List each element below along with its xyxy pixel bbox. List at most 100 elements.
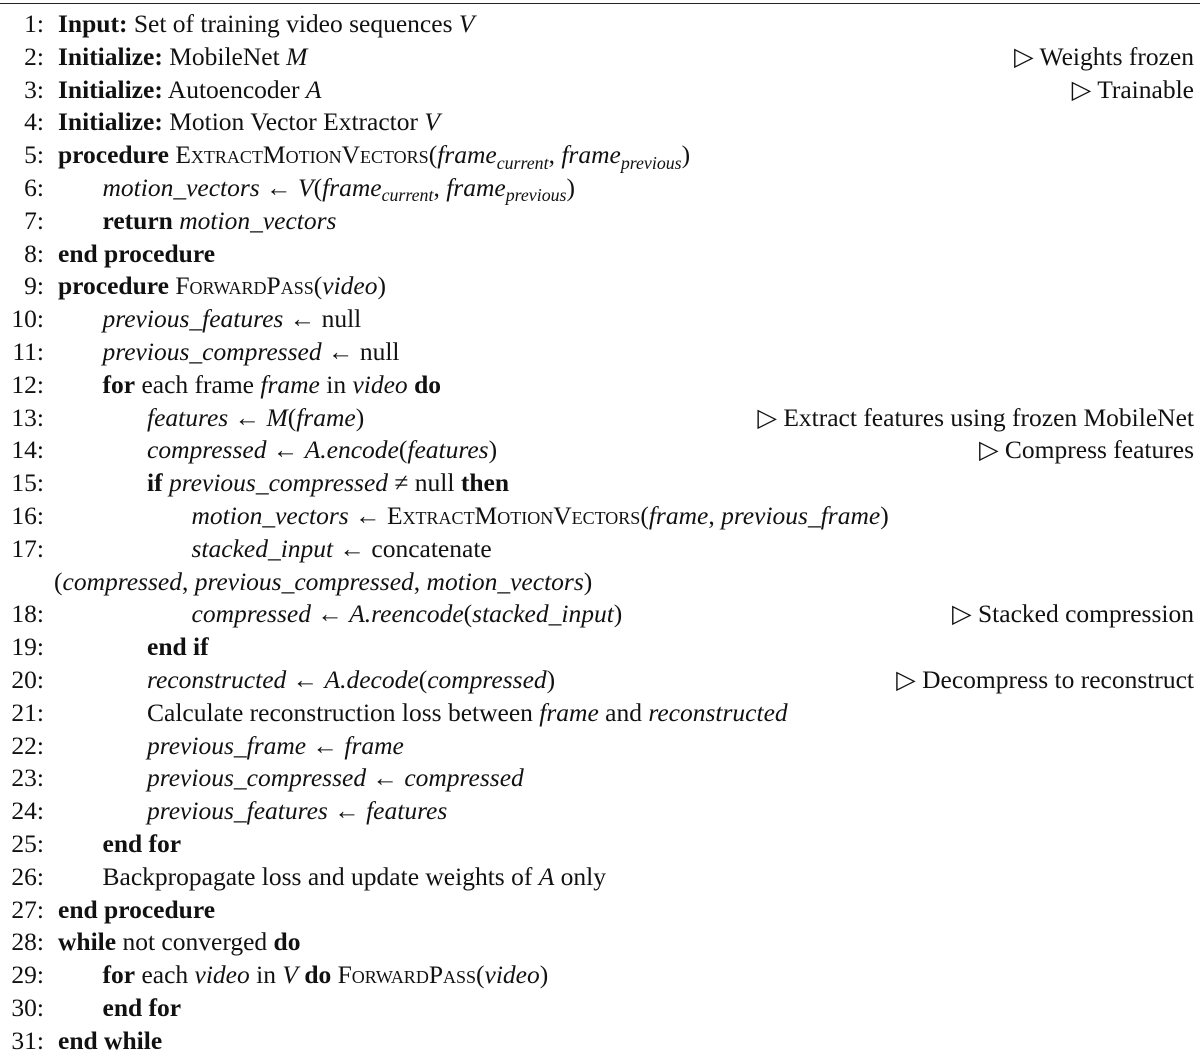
algorithm-line: 9: procedure ForwardPass(video): [0, 270, 1200, 303]
line-number: 4:: [24, 107, 44, 137]
line-text: for each frame frame in video do: [102, 369, 442, 399]
line-text: motion_vectors ← ExtractMotionVectors(fr…: [191, 500, 889, 530]
algorithm-line: (compressed, previous_compressed, motion…: [0, 566, 1200, 599]
line-number: 28:: [11, 927, 44, 957]
algorithm-line: 15: if previous_compressed ≠ null then: [0, 467, 1200, 500]
line-text: previous_frame ← frame: [147, 730, 404, 760]
algorithm-line: 29: for each video in V do ForwardPass(vi…: [0, 959, 1200, 992]
line-text: features ← M(frame): [147, 402, 365, 432]
algorithm-line: 14: compressed ← A.encode(features) ▷ Comp…: [0, 434, 1200, 467]
line-text: Initialize: Motion Vector Extractor V: [58, 107, 440, 137]
algorithm-line: 11: previous_compressed ← null: [0, 336, 1200, 369]
line-number: 22:: [11, 730, 44, 760]
line-number: 14:: [11, 435, 44, 465]
line-number: 24:: [11, 796, 44, 826]
algorithm-block: 1: Input: Set of training video sequences…: [0, 8, 1200, 1058]
line-number: 31:: [11, 1025, 44, 1055]
line-number: 3:: [24, 74, 44, 104]
line-comment: ▷ Trainable: [1071, 74, 1194, 104]
line-text: previous_compressed ← null: [102, 336, 400, 366]
algorithm-line: 8: end procedure: [0, 238, 1200, 271]
line-text: previous_features ← features: [147, 796, 448, 826]
algorithm-line: 31: end while: [0, 1025, 1200, 1058]
line-number: 6:: [24, 172, 44, 202]
line-comment: ▷ Decompress to reconstruct: [896, 664, 1194, 694]
algorithm-line: 4: Initialize: Motion Vector Extractor V: [0, 106, 1200, 139]
algorithm-line: 6: motion_vectors ← V(framecurrent, frame…: [0, 172, 1200, 205]
line-number: 5:: [24, 140, 44, 170]
algorithm-line: 30: end for: [0, 992, 1200, 1025]
algorithm-line: 7: return motion_vectors: [0, 205, 1200, 238]
algorithm-line: 22: previous_frame ← frame: [0, 730, 1200, 763]
algorithm-line: 2: Initialize: MobileNet M ▷ Weights froze…: [0, 41, 1200, 74]
line-number: 11:: [12, 336, 44, 366]
line-number: 10:: [11, 304, 44, 334]
line-text: end if: [147, 632, 209, 662]
line-number: 30:: [11, 992, 44, 1022]
algorithm-line: 10: previous_features ← null: [0, 303, 1200, 336]
line-text: procedure ForwardPass(video): [58, 271, 386, 301]
line-comment: ▷ Extract features using frozen MobileNe…: [757, 402, 1194, 432]
algorithm-line: 1: Input: Set of training video sequences…: [0, 8, 1200, 41]
line-number: 16:: [11, 500, 44, 530]
line-text: compressed ← A.encode(features): [147, 435, 498, 465]
line-text: reconstructed ← A.decode(compressed): [147, 664, 556, 694]
line-text: previous_compressed ← compressed: [147, 763, 524, 793]
line-text: Initialize: MobileNet M: [58, 41, 308, 71]
line-number: 2:: [24, 41, 44, 71]
line-number: 8:: [24, 238, 44, 268]
line-text: Input: Set of training video sequences V: [58, 9, 475, 38]
line-text: for each video in V do ForwardPass(video…: [102, 960, 549, 990]
line-text: while not converged do: [58, 927, 301, 957]
algorithm-line: 23: previous_compressed ← compressed: [0, 762, 1200, 795]
line-comment: ▷ Compress features: [978, 435, 1194, 465]
line-text: compressed ← A.reencode(stacked_input): [191, 599, 623, 629]
line-number: 29:: [11, 960, 44, 990]
line-text: previous_features ← null: [102, 304, 362, 334]
line-text: end while: [58, 1025, 163, 1055]
algorithm-line: 20: reconstructed ← A.decode(compressed) ▷…: [0, 664, 1200, 697]
top-rule: [0, 3, 1200, 4]
line-number: 19:: [11, 632, 44, 662]
algorithm-line: 17: stacked_input ← concatenate: [0, 533, 1200, 566]
algorithm-line: 27: end procedure: [0, 894, 1200, 927]
line-number: 20:: [11, 664, 44, 694]
algorithm-line: 21: Calculate reconstruction loss between…: [0, 697, 1200, 730]
line-text: end for: [102, 828, 182, 858]
line-text: if previous_compressed ≠ null then: [147, 468, 510, 498]
line-number: 23:: [11, 763, 44, 793]
line-number: 27:: [11, 894, 44, 924]
line-text: end procedure: [58, 238, 216, 268]
line-text: (compressed, previous_compressed, motion…: [54, 566, 593, 596]
line-number: 15:: [11, 468, 44, 498]
line-text: return motion_vectors: [102, 205, 337, 235]
line-text: procedure ExtractMotionVectors(framecurr…: [58, 140, 691, 173]
line-number: 21:: [11, 697, 44, 727]
line-text: end for: [102, 992, 182, 1022]
line-number: 25:: [11, 828, 44, 858]
line-number: 1:: [24, 9, 44, 38]
line-text: Initialize: Autoencoder A: [58, 74, 322, 104]
line-number: 26:: [11, 861, 44, 891]
algorithm-line: 13: features ← M(frame) ▷ Extract features…: [0, 402, 1200, 435]
line-number: 13:: [11, 402, 44, 432]
line-text: end procedure: [58, 894, 216, 924]
algorithm-line: 18: compressed ← A.reencode(stacked_input…: [0, 598, 1200, 631]
line-text: stacked_input ← concatenate: [191, 533, 492, 563]
algorithm-line: 25: end for: [0, 828, 1200, 861]
algorithm-line: 26: Backpropagate loss and update weights…: [0, 861, 1200, 894]
algorithm-line: 3: Initialize: Autoencoder A ▷ Trainable: [0, 74, 1200, 107]
line-number: 12:: [11, 369, 44, 399]
algorithm-line: 24: previous_features ← features: [0, 795, 1200, 828]
line-number: 9:: [24, 271, 44, 301]
line-text: Backpropagate loss and update weights of…: [102, 861, 607, 891]
algorithm-line: 28: while not converged do: [0, 926, 1200, 959]
line-text: Calculate reconstruction loss between fr…: [147, 697, 788, 727]
algorithm-line: 12: for each frame frame in video do: [0, 369, 1200, 402]
algorithm-line: 5: procedure ExtractMotionVectors(framecu…: [0, 139, 1200, 172]
line-comment: ▷ Weights frozen: [1014, 41, 1194, 71]
algorithm-line: 19: end if: [0, 631, 1200, 664]
algorithm-line: 16: motion_vectors ← ExtractMotionVectors…: [0, 500, 1200, 533]
line-number: 17:: [11, 533, 44, 563]
line-number: 18:: [11, 599, 44, 629]
